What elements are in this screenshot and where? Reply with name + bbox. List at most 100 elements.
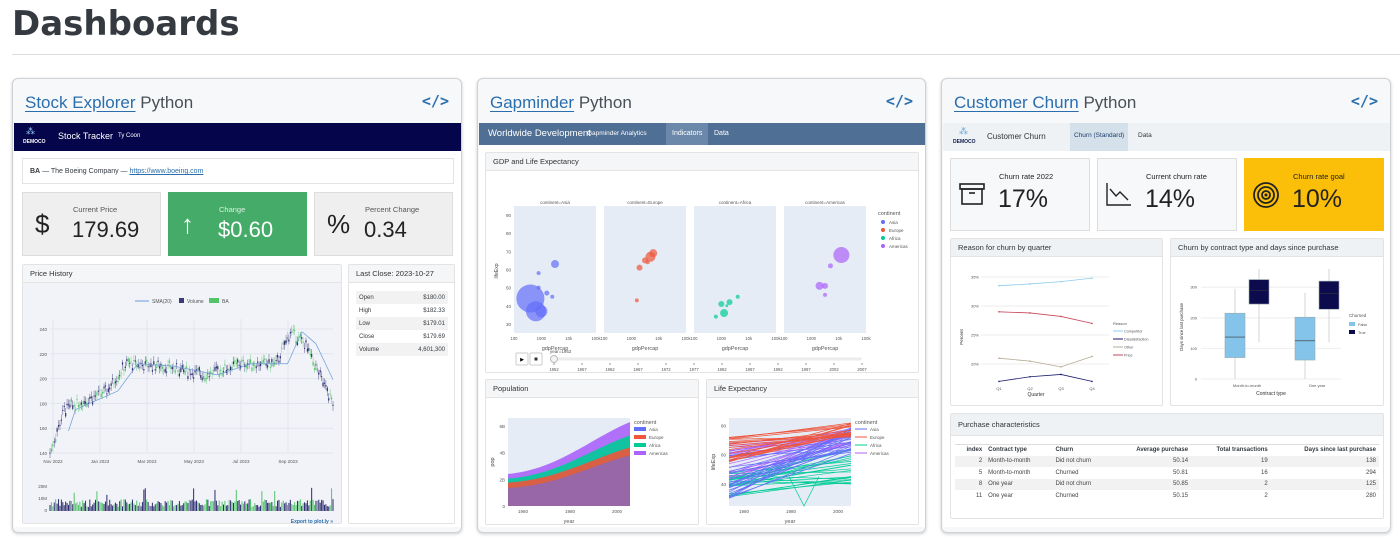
candle [55, 438, 57, 443]
volume-bar [240, 504, 242, 511]
table-row: Open $180.00 [356, 291, 448, 304]
candle [255, 366, 257, 369]
tab-indicators[interactable]: Indicators [666, 123, 709, 145]
gdp-life-scatter-chart[interactable]: lifeExp continent=Asia 100 1000 10k 100k gdpPe… [486, 171, 918, 374]
card-link-gapminder[interactable]: Gapminder [490, 93, 575, 112]
volume-bar [53, 502, 55, 511]
volume-bar [55, 499, 57, 511]
volume-bar [174, 505, 176, 511]
life-line [728, 428, 852, 497]
volume-bar [195, 500, 197, 511]
volume-bar [274, 491, 276, 511]
price-history-chart[interactable]: SMA(20) Volume BA 140 160 180 200 220 240 Nov 202… [23, 283, 341, 526]
candle [151, 369, 153, 372]
tick-label: 100 [511, 336, 519, 341]
tab-data[interactable]: Data [714, 130, 729, 137]
legend-label: Americas [889, 244, 909, 249]
value-box: ↑ Change $0.60 [168, 192, 307, 256]
tick-label: 200 [39, 377, 47, 382]
code-icon[interactable]: </> [421, 92, 449, 110]
candle [173, 367, 175, 369]
table-cell: Month-to-month [988, 458, 1031, 465]
candle [67, 404, 70, 406]
candle [99, 389, 101, 391]
candle [222, 371, 225, 373]
tick-label: Jan 2023 [91, 459, 110, 464]
bubble [815, 281, 824, 290]
tick-label: 100 [781, 336, 789, 341]
facet-title: continent=Asia [540, 200, 570, 205]
tick-label: 2000 [833, 509, 844, 514]
play-button[interactable] [515, 352, 529, 366]
candle [232, 361, 235, 365]
life-line [728, 444, 852, 495]
candle [156, 366, 158, 369]
volume-bar [168, 505, 170, 511]
candle [84, 401, 87, 404]
candle [257, 361, 259, 363]
card-link-customer-churn[interactable]: Customer Churn [954, 93, 1079, 112]
candle [302, 341, 304, 343]
volume-bar [107, 505, 109, 511]
volume-bar [286, 505, 288, 511]
legend-label: Africa [870, 443, 882, 448]
gapminder-preview[interactable]: Worldwide Development Gapminder Analytic… [479, 123, 925, 527]
volume-bar [268, 502, 270, 511]
candle [332, 404, 334, 406]
reason-line-chart[interactable]: 20% 25% 30% 35% Q1 Q2 Q3 Q4 Competitor Dissatisfa… [951, 257, 1162, 407]
volume-bar [272, 505, 274, 511]
slider-handle[interactable] [550, 355, 558, 363]
legend-swatch [1349, 330, 1355, 334]
volume-bar [308, 505, 310, 511]
nav-subtitle: Ty Coon [118, 133, 141, 139]
volume-bar [304, 502, 306, 511]
candle [328, 398, 330, 401]
company-url-link[interactable]: https://www.boeing.com [129, 168, 204, 175]
candle [123, 369, 125, 371]
volume-bar [191, 499, 193, 511]
volume-bar [77, 504, 79, 511]
candle [181, 365, 183, 369]
tick-label: 100k [591, 336, 601, 341]
volume-bar [80, 506, 82, 511]
volume-bar [288, 502, 290, 511]
logo-icon: ⁂ [26, 126, 35, 136]
volume-bar [271, 501, 273, 511]
bubble [544, 290, 550, 296]
life-expectancy-line-chart[interactable]: 40 60 80 1960 1980 2000 year lifeExp continentAs… [707, 398, 918, 526]
volume-bar [180, 505, 182, 511]
candle [77, 404, 80, 408]
tick-label: 2002 [829, 367, 839, 372]
x-axis-title: year [785, 519, 796, 525]
table-row: 2 Month-to-month Did not churn 50.14 19 138 [955, 455, 1379, 467]
candle [93, 395, 95, 397]
volume-bar [176, 505, 178, 511]
candle [326, 387, 328, 392]
volume-bar [278, 499, 280, 511]
row-label: Low [359, 320, 371, 327]
volume-bar [109, 499, 111, 511]
volume-bar [70, 501, 72, 511]
tab-data[interactable]: Data [1138, 132, 1152, 139]
legend-marker [881, 244, 885, 248]
candle [103, 386, 105, 389]
candle [111, 378, 114, 380]
candle [59, 424, 61, 426]
life-line [728, 441, 852, 478]
volume-bar [285, 502, 287, 511]
customer-churn-preview[interactable]: ⁂ DEMOCO Customer Churn Churn (Standard)… [943, 123, 1390, 527]
export-link[interactable]: Export to plot.ly » [291, 519, 333, 525]
code-icon[interactable]: </> [885, 92, 913, 110]
volume-bar [137, 505, 139, 511]
card-link-stock-explorer[interactable]: Stock Explorer [25, 93, 136, 112]
panel-title: Churn by contract type and days since pu… [1171, 239, 1383, 257]
candle [52, 444, 54, 447]
tick-label: 6B [499, 424, 505, 429]
tick-label: Month-to-month [1233, 383, 1261, 388]
stock-explorer-preview[interactable]: ⁂ DEMOCO Stock Tracker Ty Coon BA — The … [14, 123, 461, 527]
volume-bar [329, 505, 331, 511]
contract-box-plot[interactable]: 0 100 200 300 Month-to-month One year Contract… [1171, 257, 1383, 407]
code-icon[interactable]: </> [1350, 92, 1378, 110]
tab-churn-standard[interactable]: Churn (Standard) [1070, 123, 1129, 151]
